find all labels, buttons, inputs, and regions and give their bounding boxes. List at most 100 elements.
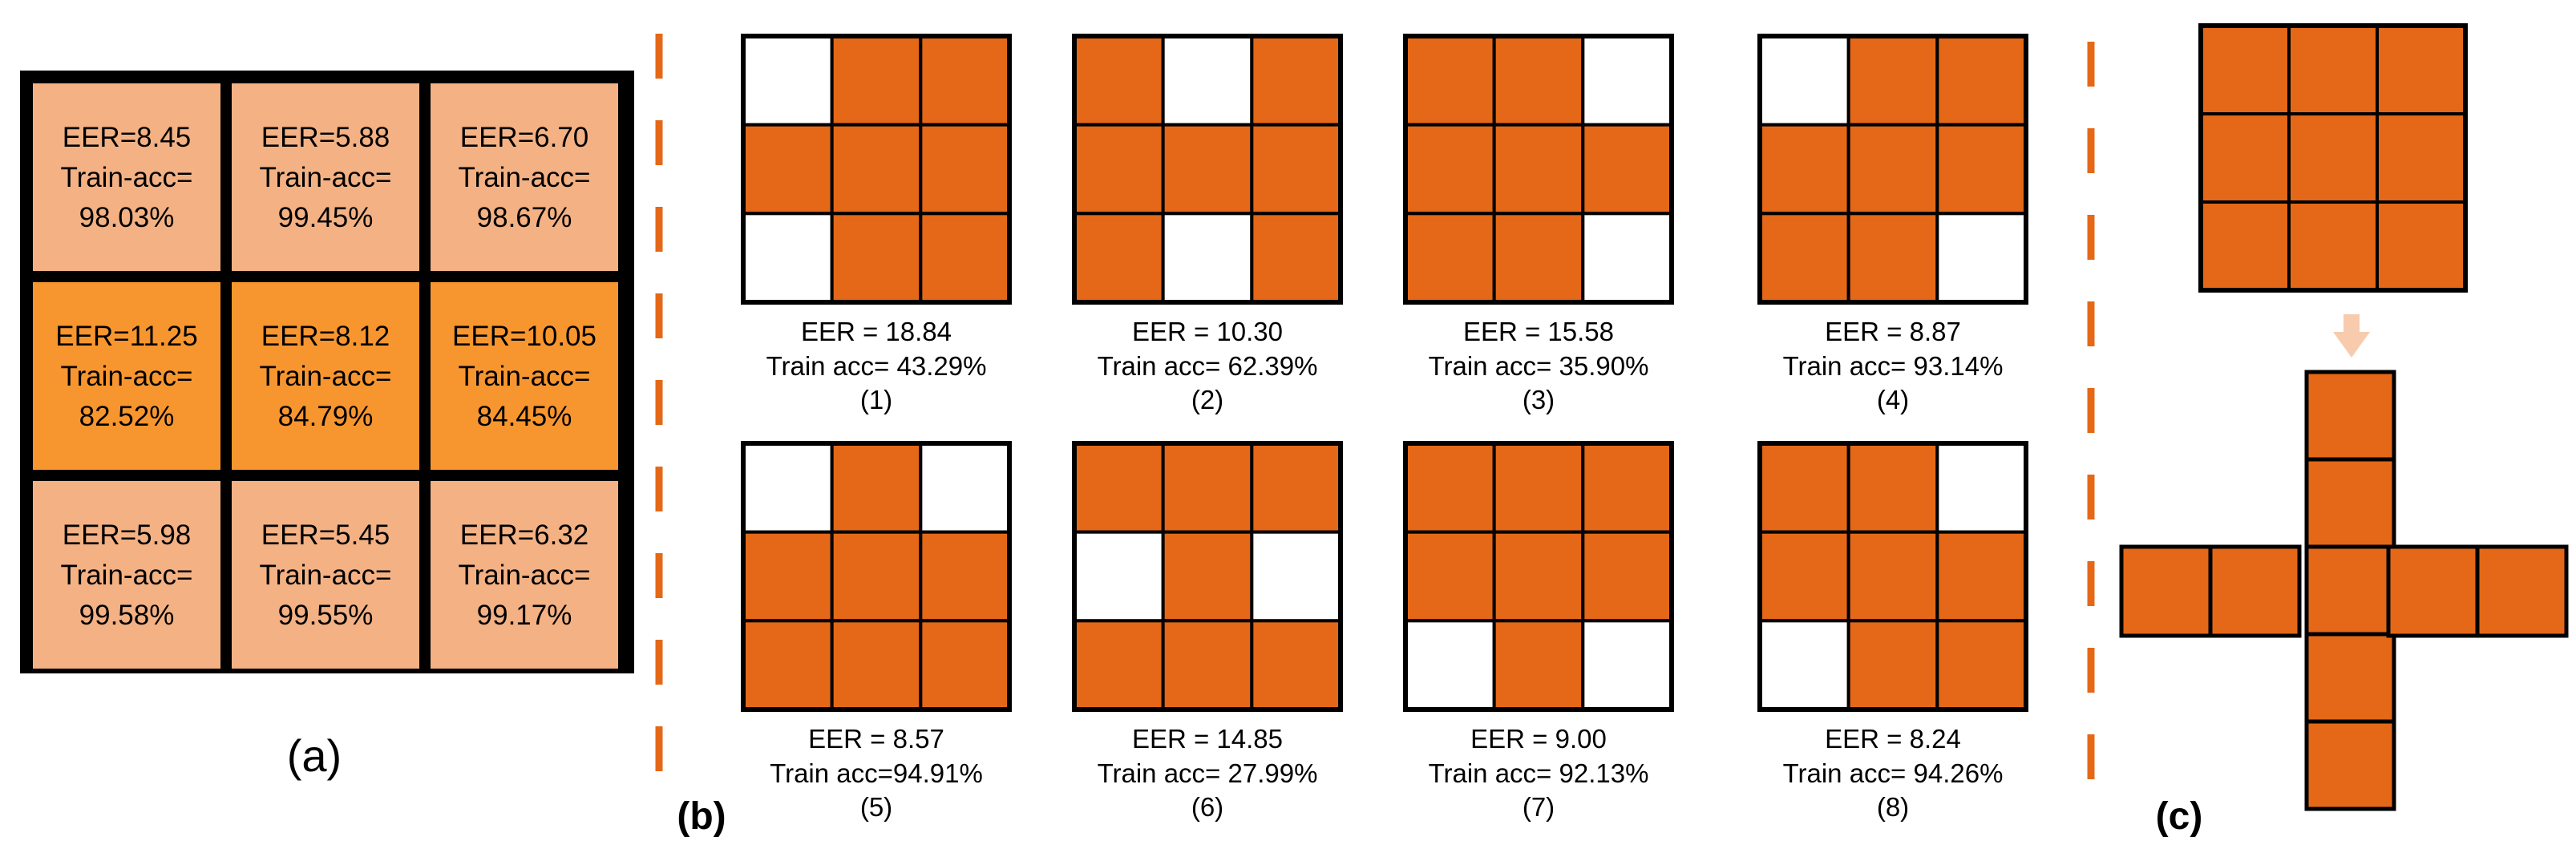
panel-a-cell: EER=8.12 Train-acc= 84.79% <box>232 282 419 470</box>
panel-a-cell-line1: EER=5.45 <box>261 519 390 551</box>
panel-a-cells: EER=8.45 Train-acc= 98.03% EER=5.88 Train-ac… <box>33 83 618 669</box>
cross-kernel-cell <box>2304 632 2396 724</box>
kernel-cell-on <box>1161 442 1254 534</box>
kernel-cell-on <box>1404 530 1496 623</box>
kernel-cell-on <box>1404 212 1496 305</box>
kernel-cell-off <box>1935 212 2028 305</box>
panel-a-cell-line3: 99.45% <box>278 202 374 233</box>
kernel-cell-on <box>1758 530 1850 623</box>
kernel-cell-off <box>919 442 1012 534</box>
panel-a-cell-bg <box>33 83 220 271</box>
kernel-cell-on <box>919 123 1012 216</box>
kernel-cell-off <box>1581 212 1674 305</box>
kernel-cell-on <box>1250 123 1343 216</box>
kernel-frame <box>1403 441 1674 712</box>
kernel-cell-on <box>1935 619 2028 711</box>
panel-a: EER=8.45 Train-acc= 98.03% EER=5.88 Train-ac… <box>20 71 634 781</box>
kernel-cell-on <box>830 34 923 127</box>
kernel-cell-off <box>742 34 834 127</box>
kernel-eer-text: EER = 18.84 <box>801 317 952 346</box>
kernel-num-text: (5) <box>860 792 892 822</box>
kernel-3: EER = 15.58 Train acc= 35.90% (3) <box>1403 34 1674 414</box>
kernel-cell-on <box>1758 123 1850 216</box>
panel-a-cell-line2: Train-acc= <box>259 361 391 392</box>
square-kernel-cell <box>2199 24 2291 115</box>
kernel-acc-text: Train acc= 92.13% <box>1429 758 1649 788</box>
kernel-cell-on <box>1073 123 1165 216</box>
kernel-cell-on <box>1492 619 1585 711</box>
kernel-acc-text: Train acc= 62.39% <box>1098 351 1318 381</box>
panel-a-cell-bg <box>431 282 618 470</box>
kernel-cell-on <box>919 34 1012 127</box>
kernel-cell-on <box>1935 34 2028 127</box>
kernel-cell-on <box>1161 123 1254 216</box>
panel-a-cell-line3: 98.03% <box>79 202 175 233</box>
kernel-cell-on <box>830 530 923 623</box>
kernel-cell-on <box>1492 34 1585 127</box>
panel-a-cell-bg <box>431 481 618 669</box>
kernel-cell-on <box>1581 530 1674 623</box>
kernel-cell-on <box>830 442 923 534</box>
kernel-cell-off <box>1250 530 1343 623</box>
kernel-cell-off <box>1073 530 1165 623</box>
kernel-cell-off <box>1161 212 1254 305</box>
kernel-cell-on <box>742 619 834 711</box>
kernel-cell-on <box>1581 123 1674 216</box>
kernel-num-text: (1) <box>860 385 892 414</box>
kernel-num-text: (7) <box>1523 792 1555 822</box>
panel-a-cell-line3: 99.58% <box>79 600 175 631</box>
square-kernel-cell <box>2287 200 2379 292</box>
panel-a-cell-line3: 99.17% <box>477 600 572 631</box>
panel-a-cell-line2: Train-acc= <box>458 560 590 591</box>
square-kernel-cell <box>2199 112 2291 204</box>
panel-b: EER = 18.84 Train acc= 43.29% (1) EER = 10.… <box>677 34 2028 838</box>
kernel-num-text: (4) <box>1877 385 1909 414</box>
cross-kernel-cell <box>2475 544 2569 638</box>
panel-a-cell: EER=5.45 Train-acc= 99.55% <box>232 481 419 669</box>
kernel-cell-off <box>742 212 834 305</box>
kernel-eer-text: EER = 8.24 <box>1825 724 1961 754</box>
panel-a-cell: EER=11.25 Train-acc= 82.52% <box>33 282 220 470</box>
square-kernel-cell <box>2287 24 2379 115</box>
kernel-acc-text: Train acc= 35.90% <box>1429 351 1649 381</box>
panel-a-cell-bg <box>431 83 618 271</box>
kernel-cell-on <box>1161 530 1254 623</box>
panel-a-cell: EER=5.88 Train-acc= 99.45% <box>232 83 419 271</box>
kernel-cell-off <box>742 442 834 534</box>
kernel-cell-on <box>1250 212 1343 305</box>
kernel-cell-on <box>1161 619 1254 711</box>
panel-a-cell-line2: Train-acc= <box>458 361 590 392</box>
panel-a-cell-line3: 99.55% <box>278 600 374 631</box>
kernel-frame <box>1757 34 2028 305</box>
kernel-cell-off <box>1581 34 1674 127</box>
kernel-cell-on <box>1758 212 1850 305</box>
panel-a-cell-bg <box>33 481 220 669</box>
kernel-cell-on <box>1073 34 1165 127</box>
panel-a-cell-line2: Train-acc= <box>458 162 590 193</box>
kernel-cell-on <box>919 212 1012 305</box>
panel-a-cell-line1: EER=6.70 <box>460 122 589 153</box>
panel-a-cell-bg <box>232 282 419 470</box>
kernel-cell-on <box>830 619 923 711</box>
kernel-cell-on <box>919 530 1012 623</box>
cross-kernel-cell <box>2119 544 2213 638</box>
kernel-cell-on <box>1846 34 1939 127</box>
panel-a-cell-line1: EER=8.45 <box>63 122 192 153</box>
kernel-eer-text: EER = 8.57 <box>808 724 944 754</box>
cross-kernel-cell <box>2304 719 2396 811</box>
kernel-cell-on <box>1073 619 1165 711</box>
kernel-cell-on <box>1073 442 1165 534</box>
kernel-cell-off <box>1161 34 1254 127</box>
panel-a-cell-line1: EER=8.12 <box>261 321 390 352</box>
kernel-cell-on <box>742 530 834 623</box>
panel-a-cell-line2: Train-acc= <box>259 560 391 591</box>
kernel-cell-on <box>830 123 923 216</box>
cross-kernel <box>2119 370 2569 811</box>
kernel-cell-off <box>1758 619 1850 711</box>
kernel-cell-off <box>1404 619 1496 711</box>
panel-a-cell: EER=6.32 Train-acc= 99.17% <box>431 481 618 669</box>
kernel-frame <box>1072 441 1343 712</box>
kernel-eer-text: EER = 10.30 <box>1132 317 1283 346</box>
panel-a-cell: EER=10.05 Train-acc= 84.45% <box>431 282 618 470</box>
kernel-cell-on <box>1846 212 1939 305</box>
